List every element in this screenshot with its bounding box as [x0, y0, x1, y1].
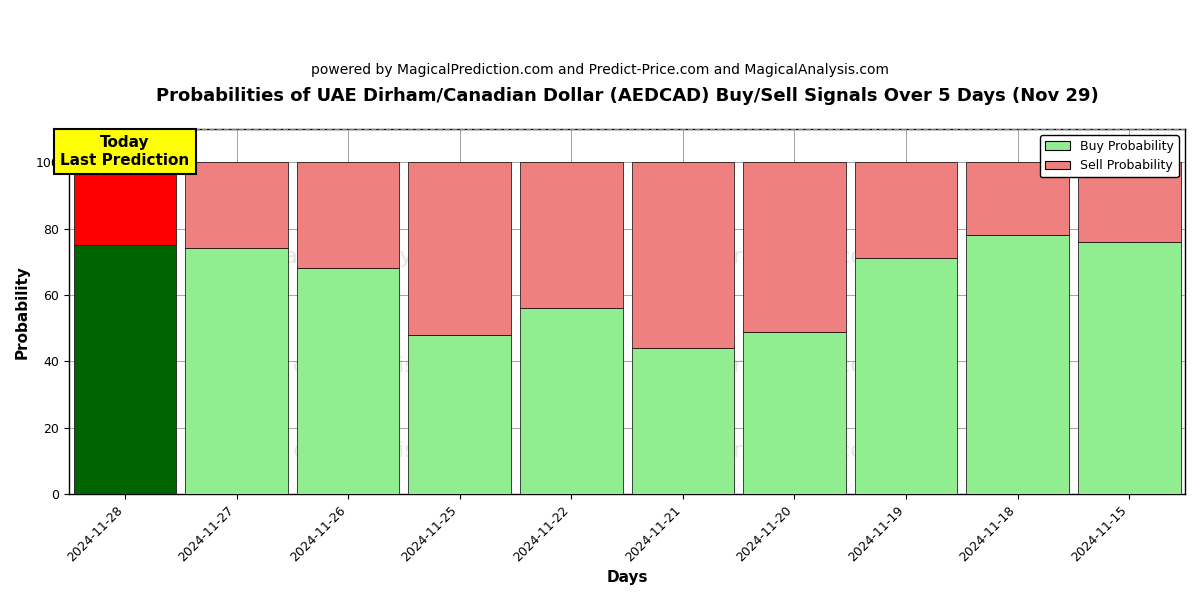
Bar: [185, 162, 288, 248]
Bar: [296, 162, 400, 268]
Bar: [73, 162, 176, 245]
Text: Today
Last Prediction: Today Last Prediction: [60, 136, 190, 168]
Bar: [854, 259, 958, 494]
Bar: [520, 162, 623, 308]
Text: powered by MagicalPrediction.com and Predict-Price.com and MagicalAnalysis.com: powered by MagicalPrediction.com and Pre…: [311, 63, 889, 77]
Bar: [854, 162, 958, 259]
Bar: [1078, 162, 1181, 242]
Text: MagicalPrediction.com: MagicalPrediction.com: [636, 247, 887, 267]
X-axis label: Days: Days: [606, 570, 648, 585]
Bar: [966, 235, 1069, 494]
Bar: [631, 348, 734, 494]
Legend: Buy Probability, Sell Probability: Buy Probability, Sell Probability: [1040, 135, 1178, 177]
Bar: [631, 162, 734, 348]
Title: Probabilities of UAE Dirham/Canadian Dollar (AEDCAD) Buy/Sell Signals Over 5 Day: Probabilities of UAE Dirham/Canadian Dol…: [156, 87, 1098, 105]
Text: MagicalAnalysis.com: MagicalAnalysis.com: [265, 247, 498, 267]
Bar: [408, 162, 511, 335]
Bar: [743, 162, 846, 332]
Text: calAnalysis.com: calAnalysis.com: [293, 356, 470, 376]
Text: calAnalysis.com: calAnalysis.com: [293, 440, 470, 461]
Text: MagicalPrediction.com: MagicalPrediction.com: [636, 356, 887, 376]
Bar: [966, 162, 1069, 235]
Y-axis label: Probability: Probability: [16, 265, 30, 359]
Bar: [185, 248, 288, 494]
Bar: [73, 245, 176, 494]
Text: MagicalPrediction.com: MagicalPrediction.com: [636, 440, 887, 461]
Bar: [296, 268, 400, 494]
Bar: [1078, 242, 1181, 494]
Bar: [520, 308, 623, 494]
Bar: [408, 335, 511, 494]
Bar: [743, 332, 846, 494]
